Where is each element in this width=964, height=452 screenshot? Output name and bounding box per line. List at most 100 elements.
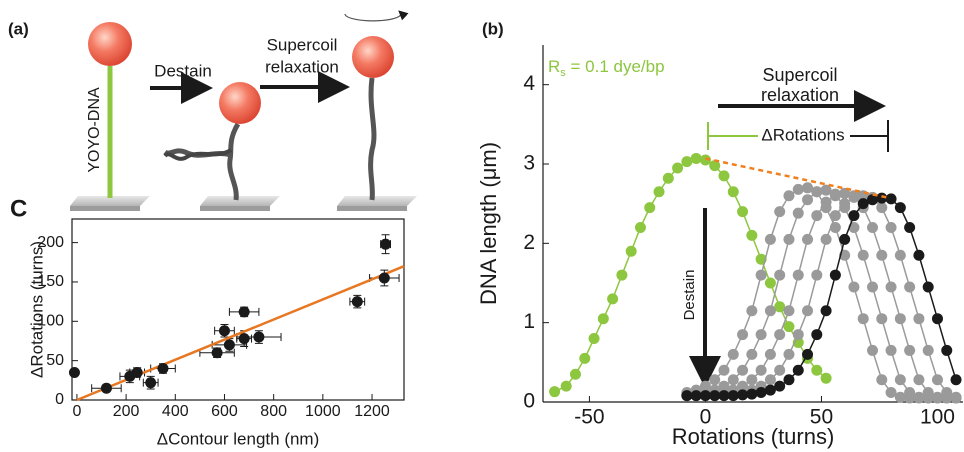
x-tick-label: 0 — [72, 403, 81, 420]
x-tick-label: -50 — [574, 405, 604, 428]
point — [876, 374, 888, 386]
point — [876, 313, 888, 325]
point — [662, 172, 674, 184]
point — [774, 206, 786, 218]
point — [746, 374, 758, 386]
y-tick-label: 4 — [523, 72, 535, 95]
point — [718, 364, 730, 376]
point — [783, 321, 795, 333]
point — [727, 186, 739, 198]
point — [885, 193, 897, 205]
point — [783, 305, 795, 317]
annotation: relaxation — [761, 85, 839, 105]
point — [867, 281, 879, 293]
bead — [352, 36, 394, 78]
point — [223, 339, 235, 351]
y-tick-label: 0 — [55, 391, 64, 408]
point — [931, 313, 943, 325]
point — [802, 182, 814, 194]
point — [597, 313, 609, 325]
point — [904, 344, 916, 356]
point — [894, 249, 906, 261]
point — [755, 386, 767, 398]
point — [802, 194, 814, 206]
point — [811, 364, 823, 376]
point — [549, 386, 561, 398]
point — [783, 190, 795, 202]
x-tick-label: 1000 — [305, 403, 341, 420]
point — [894, 391, 906, 403]
rotation-arrow — [344, 10, 409, 22]
point — [690, 152, 702, 164]
point — [764, 374, 776, 386]
surface — [70, 206, 140, 211]
point — [131, 366, 143, 378]
dna-label: YOYO-DNA — [86, 87, 103, 173]
point — [802, 348, 814, 360]
point — [792, 207, 804, 219]
panel-label: (b) — [482, 19, 504, 38]
surface — [70, 196, 150, 206]
point — [811, 210, 823, 222]
point — [560, 380, 572, 392]
point — [634, 221, 646, 233]
point — [755, 364, 767, 376]
point — [238, 333, 250, 345]
point — [699, 390, 711, 402]
annotation: Rs = 0.1 dye/bp — [548, 57, 665, 78]
x-tick-label: 100 — [920, 405, 955, 428]
y-axis-title: DNA length (μm) — [476, 142, 501, 305]
point — [774, 329, 786, 341]
point — [913, 374, 925, 386]
point — [709, 160, 721, 172]
point — [746, 348, 758, 360]
point — [829, 210, 841, 222]
point — [941, 386, 953, 398]
plectoneme — [163, 148, 233, 161]
point — [774, 269, 786, 281]
point — [876, 202, 888, 214]
point — [904, 386, 916, 398]
point — [774, 301, 786, 313]
point — [755, 329, 767, 341]
point — [727, 348, 739, 360]
panel-label: C — [10, 195, 27, 222]
point — [829, 269, 841, 281]
y-tick-label: 200 — [37, 234, 64, 251]
point — [764, 348, 776, 360]
annotation: Supercoil — [762, 65, 837, 85]
x-axis-title: ΔContour length (nm) — [157, 429, 320, 448]
point — [941, 344, 953, 356]
point — [718, 390, 730, 402]
point — [737, 364, 749, 376]
point — [625, 245, 637, 257]
point — [380, 238, 392, 250]
surface — [337, 196, 417, 206]
point — [950, 391, 962, 403]
point — [755, 269, 767, 281]
step-label: Destain — [154, 61, 212, 80]
point — [737, 206, 749, 218]
y-tick-label: 150 — [37, 273, 64, 290]
point — [931, 374, 943, 386]
point — [690, 390, 702, 402]
point — [792, 269, 804, 281]
point — [718, 170, 730, 182]
point — [867, 344, 879, 356]
point — [746, 305, 758, 317]
y-axis-title: ΔRotations (turns) — [27, 241, 46, 378]
y-tick-label: 50 — [46, 352, 64, 369]
point — [913, 313, 925, 325]
point — [913, 249, 925, 261]
point — [709, 374, 721, 386]
x-axis-title: Rotations (turns) — [672, 424, 835, 449]
x-tick-label: 0 — [700, 405, 712, 428]
point — [579, 352, 591, 364]
point — [848, 191, 860, 203]
point — [588, 333, 600, 345]
point — [876, 249, 888, 261]
point — [885, 221, 897, 233]
point — [894, 313, 906, 325]
x-tick-label: 800 — [260, 403, 287, 420]
